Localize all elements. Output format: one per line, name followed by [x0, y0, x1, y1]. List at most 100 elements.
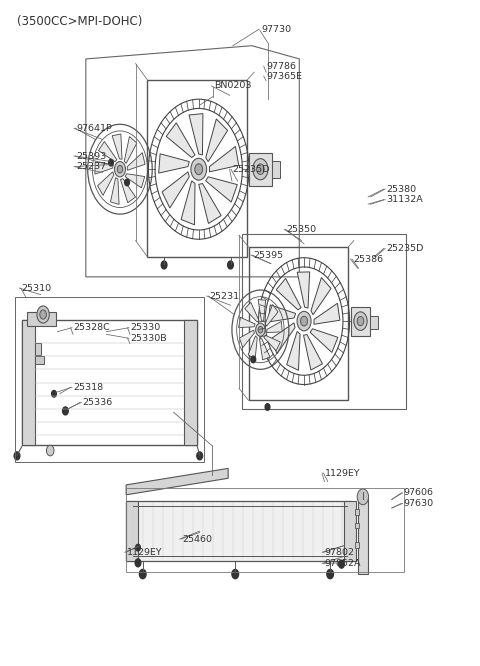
Polygon shape	[271, 323, 295, 354]
Bar	[272, 161, 280, 178]
Text: 1129EY: 1129EY	[324, 468, 360, 478]
Polygon shape	[297, 272, 310, 308]
Circle shape	[40, 310, 47, 319]
Text: 25336: 25336	[83, 398, 113, 407]
Bar	[371, 316, 378, 329]
Circle shape	[256, 323, 265, 336]
Circle shape	[251, 356, 256, 363]
Polygon shape	[264, 336, 280, 351]
Bar	[355, 509, 359, 515]
Polygon shape	[181, 181, 195, 225]
Circle shape	[139, 569, 146, 579]
Text: 25328C: 25328C	[73, 323, 110, 332]
Bar	[358, 498, 368, 574]
Polygon shape	[260, 339, 270, 360]
Polygon shape	[159, 154, 189, 173]
Polygon shape	[310, 329, 338, 352]
Polygon shape	[287, 332, 300, 370]
Polygon shape	[127, 153, 145, 170]
Polygon shape	[162, 172, 189, 208]
Text: 97786: 97786	[266, 62, 296, 71]
Circle shape	[114, 162, 125, 177]
Polygon shape	[97, 172, 114, 195]
Polygon shape	[112, 134, 122, 159]
Bar	[35, 343, 41, 355]
Polygon shape	[98, 141, 117, 162]
Text: 31132A: 31132A	[386, 195, 423, 204]
Circle shape	[258, 326, 263, 333]
Circle shape	[357, 489, 369, 505]
Text: 25310: 25310	[22, 284, 52, 292]
Polygon shape	[126, 468, 228, 495]
Polygon shape	[120, 178, 135, 202]
Text: BN0203: BN0203	[214, 81, 252, 91]
Text: 25330: 25330	[130, 323, 160, 332]
Circle shape	[191, 159, 206, 180]
Polygon shape	[245, 302, 259, 322]
Circle shape	[135, 559, 141, 567]
Circle shape	[52, 390, 56, 397]
Text: 25237: 25237	[76, 162, 107, 171]
Bar	[355, 523, 359, 528]
Bar	[350, 306, 371, 336]
Polygon shape	[166, 123, 195, 158]
Circle shape	[195, 164, 203, 174]
Circle shape	[253, 159, 268, 180]
Polygon shape	[258, 300, 266, 322]
Polygon shape	[95, 162, 113, 174]
Polygon shape	[276, 278, 301, 310]
Bar	[14, 296, 204, 462]
Polygon shape	[311, 278, 331, 315]
Circle shape	[161, 261, 167, 269]
Circle shape	[14, 452, 20, 460]
Text: 97365E: 97365E	[266, 71, 302, 81]
Bar	[126, 501, 138, 561]
Circle shape	[117, 165, 123, 173]
Text: 97852A: 97852A	[324, 559, 361, 568]
Polygon shape	[209, 147, 239, 172]
Circle shape	[354, 312, 367, 330]
Text: 25350: 25350	[287, 225, 317, 234]
Circle shape	[62, 407, 68, 415]
Circle shape	[197, 452, 203, 460]
Bar	[27, 312, 56, 326]
Circle shape	[327, 569, 334, 579]
Circle shape	[265, 404, 270, 410]
Polygon shape	[206, 119, 228, 162]
Circle shape	[257, 164, 264, 174]
Bar	[344, 501, 356, 561]
Polygon shape	[239, 317, 255, 328]
Text: 25235D: 25235D	[386, 244, 423, 253]
Text: 97802: 97802	[324, 547, 354, 557]
Text: 97730: 97730	[261, 25, 291, 34]
Text: 25318: 25318	[73, 383, 103, 392]
Text: 97606: 97606	[404, 488, 434, 498]
Text: 97641P: 97641P	[76, 124, 112, 133]
Polygon shape	[240, 330, 254, 348]
Bar	[249, 247, 348, 400]
Polygon shape	[126, 501, 351, 561]
Polygon shape	[265, 304, 278, 326]
Bar	[355, 542, 359, 547]
Bar	[147, 80, 247, 257]
Text: 25330B: 25330B	[130, 334, 167, 343]
Circle shape	[136, 544, 140, 551]
Bar	[22, 320, 197, 446]
Circle shape	[339, 560, 344, 568]
Polygon shape	[199, 184, 221, 224]
Polygon shape	[314, 303, 340, 324]
Polygon shape	[303, 334, 323, 370]
Text: 1129EY: 1129EY	[127, 547, 163, 557]
Polygon shape	[110, 178, 119, 204]
Circle shape	[357, 316, 364, 326]
Bar	[22, 320, 35, 446]
Polygon shape	[206, 176, 237, 202]
Text: 25386: 25386	[353, 254, 383, 264]
Polygon shape	[267, 321, 282, 332]
Text: 97630: 97630	[404, 499, 434, 508]
Circle shape	[232, 569, 239, 579]
Text: 25231: 25231	[209, 292, 240, 300]
Text: 25235D: 25235D	[232, 165, 269, 174]
Polygon shape	[189, 114, 203, 155]
Polygon shape	[124, 137, 137, 163]
